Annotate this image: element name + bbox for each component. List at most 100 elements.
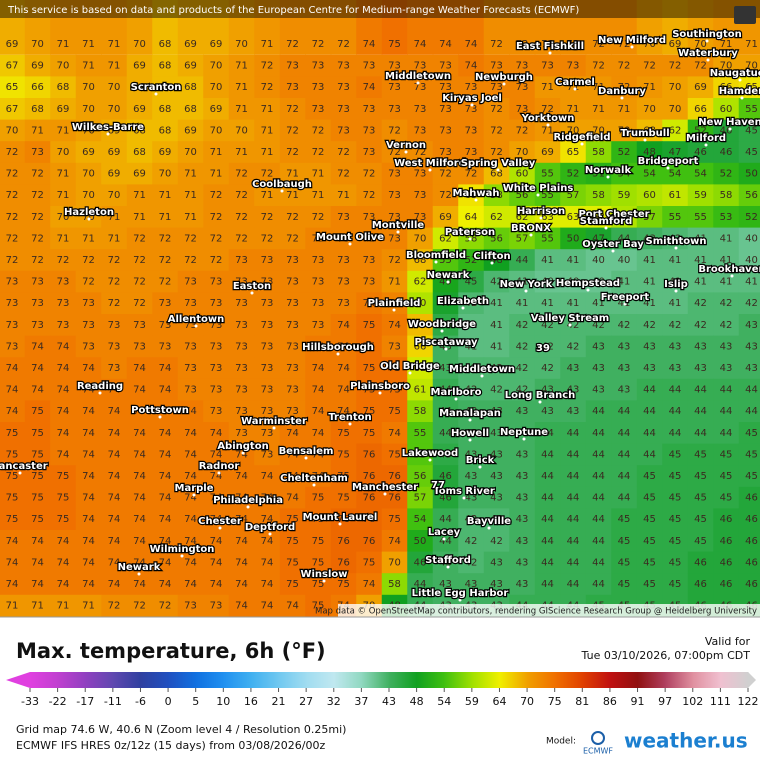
temp-cell xyxy=(560,76,587,99)
temp-value: 42 xyxy=(541,341,554,352)
temp-value: 73 xyxy=(286,255,299,266)
temp-cell xyxy=(381,530,408,553)
temp-cell xyxy=(611,54,638,77)
colorbar-label: 81 xyxy=(575,695,589,708)
temp-cell xyxy=(636,573,663,596)
temp-cell xyxy=(483,357,510,380)
temp-value: 73 xyxy=(210,341,223,352)
temp-value: 75 xyxy=(6,449,19,460)
temp-value: 40 xyxy=(592,255,605,266)
temp-value: 76 xyxy=(363,536,376,547)
temp-value: 66 xyxy=(31,82,44,93)
temp-value: 41 xyxy=(643,277,656,288)
place-label: Stamford xyxy=(580,216,632,227)
temp-cell xyxy=(636,486,663,509)
temp-value: 72 xyxy=(618,61,631,72)
temp-value: 58 xyxy=(720,190,733,201)
temp-value: 55 xyxy=(541,169,554,180)
temp-cell xyxy=(483,573,510,596)
temp-value: 73 xyxy=(184,277,197,288)
temp-value: 67 xyxy=(6,61,19,72)
temp-value: 57 xyxy=(567,190,580,201)
temp-cell xyxy=(534,530,561,553)
temp-cell xyxy=(407,530,434,553)
temp-value: 73 xyxy=(6,341,19,352)
temp-cell xyxy=(662,98,689,121)
temp-cell xyxy=(330,508,357,531)
temp-cell xyxy=(177,54,204,77)
temp-value: 43 xyxy=(669,341,682,352)
temp-value: 44 xyxy=(643,406,656,417)
temp-cell xyxy=(75,530,102,553)
temp-cell xyxy=(126,400,153,423)
temp-cell xyxy=(611,76,638,99)
temp-value: 72 xyxy=(363,190,376,201)
colorbar-segment xyxy=(471,672,500,688)
temp-cell xyxy=(75,400,102,423)
temp-cell xyxy=(381,335,408,358)
temp-value: 69 xyxy=(159,147,172,158)
temp-value: 45 xyxy=(618,557,631,568)
temp-value: 68 xyxy=(159,39,172,50)
temp-cell xyxy=(687,422,714,445)
temp-value: 60 xyxy=(516,169,529,180)
temp-cell xyxy=(738,76,760,99)
place-dot xyxy=(705,39,709,43)
temp-value: 71 xyxy=(541,82,554,93)
place-label: Mount Laurel xyxy=(303,512,378,523)
temp-cell xyxy=(126,314,153,337)
temp-value: 44 xyxy=(541,514,554,525)
temp-cell xyxy=(738,335,760,358)
temp-cell xyxy=(636,465,663,488)
place-label: Middletown xyxy=(449,364,515,375)
temp-cell xyxy=(662,508,689,531)
temp-value: 45 xyxy=(720,471,733,482)
temp-cell xyxy=(458,184,485,207)
temp-cell xyxy=(254,335,281,358)
temp-value: 73 xyxy=(388,82,401,93)
temp-value: 42 xyxy=(490,385,503,396)
temp-value: 44 xyxy=(592,536,605,547)
temp-value: 42 xyxy=(490,514,503,525)
temp-value: 74 xyxy=(82,493,95,504)
temp-cell xyxy=(738,54,760,77)
place-dot xyxy=(428,168,432,172)
temp-value: 73 xyxy=(210,406,223,417)
temp-value: 72 xyxy=(108,255,121,266)
temp-cell xyxy=(126,508,153,531)
temp-cell xyxy=(611,314,638,337)
temp-cell xyxy=(738,443,760,466)
temp-value: 44 xyxy=(694,406,707,417)
temp-value: 73 xyxy=(261,320,274,331)
brand[interactable]: weather.us xyxy=(624,729,748,753)
temp-cell xyxy=(432,0,459,55)
temp-value: 45 xyxy=(720,493,733,504)
temp-value: 74 xyxy=(184,449,197,460)
temp-value: 74 xyxy=(31,536,44,547)
temp-value: 42 xyxy=(465,514,478,525)
temp-cell xyxy=(254,227,281,250)
place-label: Deptford xyxy=(245,522,295,533)
place-label: Clifton xyxy=(473,251,510,262)
temp-value: 44 xyxy=(745,406,758,417)
temp-cell xyxy=(279,292,306,315)
place-dot xyxy=(396,230,400,234)
temp-cell xyxy=(254,0,281,55)
temp-value: 43 xyxy=(490,471,503,482)
colorbar-segment xyxy=(85,672,114,688)
temp-cell xyxy=(24,249,51,272)
temp-cell xyxy=(75,184,102,207)
temp-value: 46 xyxy=(745,493,758,504)
temp-cell xyxy=(177,76,204,99)
temp-value: 73 xyxy=(235,320,248,331)
temp-value: 55 xyxy=(414,428,427,439)
temp-value: 65 xyxy=(567,147,580,158)
close-button[interactable] xyxy=(734,6,756,24)
temp-cell xyxy=(75,422,102,445)
temp-value: 41 xyxy=(694,255,707,266)
temp-value: 73 xyxy=(159,341,172,352)
temp-value: 74 xyxy=(439,39,452,50)
temp-value: 74 xyxy=(312,341,325,352)
colorbar-label: -33 xyxy=(21,695,39,708)
temp-value: 43 xyxy=(516,557,529,568)
